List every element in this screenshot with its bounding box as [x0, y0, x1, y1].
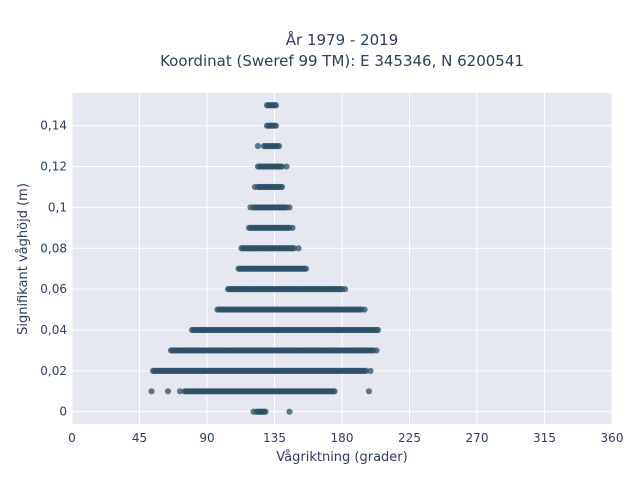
outlier-point [254, 143, 262, 150]
x-tick-label: 180 [331, 431, 354, 445]
data-point [262, 408, 269, 415]
band-y-0.09 [245, 224, 296, 231]
data-point [278, 163, 286, 170]
band-y-0.11 [251, 183, 286, 191]
band-y-0.07 [235, 265, 310, 272]
x-tick-label: 315 [533, 431, 556, 445]
x-tick-label: 90 [199, 431, 214, 445]
outlier-point [257, 408, 265, 415]
chart-title-line1: År 1979 - 2019 [286, 30, 399, 49]
outlier-point [341, 286, 349, 293]
outlier-point [374, 326, 382, 334]
outlier-point [251, 183, 259, 191]
x-axis-ticks: 0 45 90 135 180 225 270 315 360 [68, 431, 623, 445]
y-tick-label: 0,08 [40, 241, 67, 255]
outlier-point [286, 408, 293, 415]
outlier-point [250, 408, 257, 415]
outlier-point [373, 347, 380, 354]
data-point [275, 143, 283, 150]
band-y-0.03 [167, 347, 380, 354]
outlier-point [361, 306, 368, 313]
data-point [278, 183, 286, 191]
x-tick-label: 360 [601, 431, 624, 445]
outlier-point [164, 388, 172, 395]
y-tick-label: 0,12 [40, 160, 67, 174]
band-y-0.08 [238, 245, 302, 252]
outlier-point [148, 388, 155, 395]
outlier-point [289, 224, 296, 231]
band-y-0.12 [254, 163, 290, 170]
outlier-point [176, 388, 184, 395]
y-tick-label: 0 [59, 405, 67, 419]
outlier-point [367, 367, 374, 374]
data-point [331, 388, 338, 395]
y-tick-label: 0,02 [40, 364, 67, 378]
chart-title-line2: Koordinat (Sweref 99 TM): E 345346, N 62… [160, 52, 524, 70]
outlier-point [214, 306, 221, 313]
data-point [362, 367, 370, 374]
band-y-0.04 [188, 326, 382, 334]
x-tick-label: 225 [398, 431, 421, 445]
data-point [290, 245, 298, 252]
data-point [272, 102, 280, 109]
data-points [148, 102, 382, 415]
band-y-0.13 [254, 143, 283, 150]
outlier-point [247, 204, 254, 211]
band-y-0.14 [263, 122, 280, 129]
outlier-point [365, 388, 373, 395]
band-y-0.06 [224, 286, 349, 293]
x-tick-label: 135 [263, 431, 286, 445]
band-y-0.01 [148, 388, 373, 395]
x-tick-label: 0 [68, 431, 76, 445]
band-y-0.02 [149, 367, 374, 374]
outlier-point [295, 245, 302, 252]
y-tick-label: 0,04 [40, 323, 67, 337]
band-y-0.05 [214, 306, 368, 313]
y-tick-label: 0,14 [40, 119, 67, 133]
y-axis-title: Signifikant våghöjd (m) [16, 183, 31, 335]
y-tick-label: 0,1 [48, 200, 67, 214]
y-axis-ticks: 0 0,02 0,04 0,06 0,08 0,1 0,12 0,14 [40, 119, 67, 419]
y-tick-label: 0,06 [40, 282, 67, 296]
x-tick-label: 45 [132, 431, 147, 445]
outlier-point [286, 204, 293, 211]
x-tick-label: 270 [466, 431, 489, 445]
outlier-point [283, 163, 290, 170]
data-point [272, 122, 280, 129]
band-y-0.15 [263, 102, 280, 109]
band-y-0 [250, 408, 293, 415]
band-y-0.1 [247, 204, 293, 211]
outlier-point [302, 265, 310, 272]
x-axis-title: Vågriktning (grader) [276, 450, 407, 465]
